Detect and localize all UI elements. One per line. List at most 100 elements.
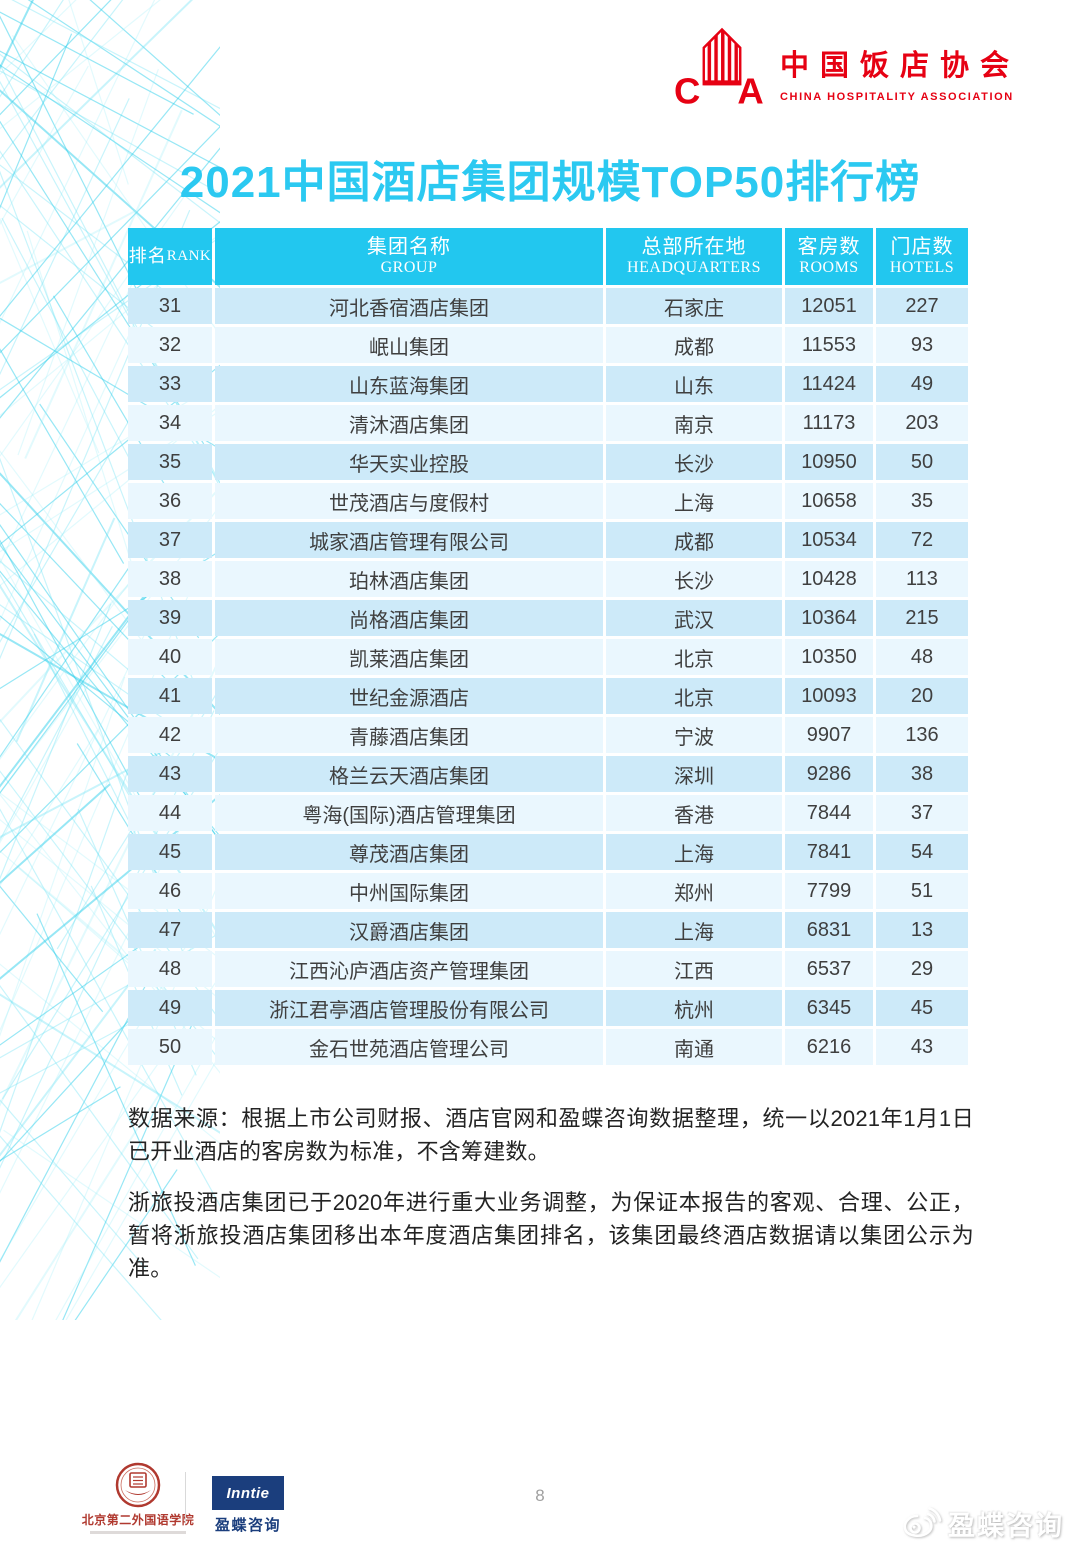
col-header-group-en: GROUP [380,258,438,276]
rooms-cell: 9286 [785,756,873,792]
page-number: 8 [535,1486,545,1505]
table-row: 41 世纪金源酒店 北京 10093 20 [128,678,968,714]
group-cell: 珀林酒店集团 [215,561,603,597]
rank-cell: 43 [128,756,212,792]
table-row: 38 珀林酒店集团 长沙 10428 113 [128,561,968,597]
col-header-group-zh: 集团名称 [367,235,451,258]
hq-cell: 香港 [606,795,782,831]
hq-cell: 上海 [606,483,782,519]
page-title: 2021中国酒店集团规模TOP50排行榜 [179,158,921,207]
col-header-headquarters-zh: 总部所在地 [641,235,747,258]
hq-cell: 上海 [606,912,782,948]
col-header-hotels: 门店数 HOTELS [876,228,968,285]
rank-cell: 45 [128,834,212,870]
rooms-cell: 10428 [785,561,873,597]
hq-cell: 北京 [606,678,782,714]
group-cell: 汉爵酒店集团 [215,912,603,948]
table-row: 46 中州国际集团 郑州 7799 51 [128,873,968,909]
table-row: 48 江西沁庐酒店资产管理集团 江西 6537 29 [128,951,968,987]
hotels-cell: 29 [876,951,968,987]
table-row: 44 粤海(国际)酒店管理集团 香港 7844 37 [128,795,968,831]
rank-cell: 36 [128,483,212,519]
hotels-cell: 48 [876,639,968,675]
rooms-cell: 9907 [785,717,873,753]
rank-cell: 33 [128,366,212,402]
hotels-cell: 20 [876,678,968,714]
table-row: 49 浙江君亭酒店管理股份有限公司 杭州 6345 45 [128,990,968,1026]
group-cell: 山东蓝海集团 [215,366,603,402]
hotels-cell: 49 [876,366,968,402]
university-caption-faint [90,1531,186,1534]
group-cell: 清沐酒店集团 [215,405,603,441]
rooms-cell: 10658 [785,483,873,519]
university-seal-icon [115,1462,161,1508]
group-cell: 粤海(国际)酒店管理集团 [215,795,603,831]
table-row: 31 河北香宿酒店集团 石家庄 12051 227 [128,288,968,324]
inntie-wordmark: Inntie [212,1476,284,1510]
hq-cell: 杭州 [606,990,782,1026]
table-body: 31 河北香宿酒店集团 石家庄 12051 227 32 岷山集团 成都 11553 93 33 山东… [128,288,968,1065]
rank-cell: 48 [128,951,212,987]
table-row: 33 山东蓝海集团 山东 11424 49 [128,366,968,402]
svg-text:C: C [674,70,700,108]
table-row: 43 格兰云天酒店集团 深圳 9286 38 [128,756,968,792]
hq-cell: 江西 [606,951,782,987]
hotels-cell: 13 [876,912,968,948]
table-row: 42 青藤酒店集团 宁波 9907 136 [128,717,968,753]
col-header-headquarters: 总部所在地 HEADQUARTERS [606,228,782,285]
group-cell: 岷山集团 [215,327,603,363]
hotels-cell: 72 [876,522,968,558]
footer-divider [185,1472,186,1524]
hq-cell: 南京 [606,405,782,441]
rank-cell: 32 [128,327,212,363]
rooms-cell: 6216 [785,1029,873,1065]
rank-cell: 50 [128,1029,212,1065]
group-cell: 青藤酒店集团 [215,717,603,753]
group-cell: 中州国际集团 [215,873,603,909]
group-cell: 世纪金源酒店 [215,678,603,714]
hq-cell: 长沙 [606,444,782,480]
cha-logo-text: 中国饭店协会 CHINA HOSPITALITY ASSOCIATION [780,28,1020,103]
group-cell: 格兰云天酒店集团 [215,756,603,792]
group-cell: 浙江君亭酒店管理股份有限公司 [215,990,603,1026]
group-cell: 河北香宿酒店集团 [215,288,603,324]
hotels-cell: 227 [876,288,968,324]
hotels-cell: 203 [876,405,968,441]
rank-cell: 41 [128,678,212,714]
group-cell: 世茂酒店与度假村 [215,483,603,519]
hq-cell: 郑州 [606,873,782,909]
group-cell: 江西沁庐酒店资产管理集团 [215,951,603,987]
rooms-cell: 7844 [785,795,873,831]
rooms-cell: 11173 [785,405,873,441]
table-row: 50 金石世苑酒店管理公司 南通 6216 43 [128,1029,968,1065]
hotels-cell: 50 [876,444,968,480]
hq-cell: 山东 [606,366,782,402]
table-row: 34 清沐酒店集团 南京 11173 203 [128,405,968,441]
rank-cell: 34 [128,405,212,441]
hotels-cell: 54 [876,834,968,870]
cha-logo: C A 中国饭店协会 CHINA HOSPITALITY ASSOCIATION [674,22,1020,108]
note-adjustment: 浙旅投酒店集团已于2020年进行重大业务调整，为保证本报告的客观、合理、公正，暂… [128,1190,974,1281]
group-cell: 凯莱酒店集团 [215,639,603,675]
inntie-logo: Inntie 盈蝶咨询 [212,1476,284,1535]
col-header-group: 集团名称 GROUP [215,228,603,285]
rooms-cell: 6537 [785,951,873,987]
rank-cell: 44 [128,795,212,831]
col-header-rank: 排名 RANK [128,228,212,285]
col-header-rooms-zh: 客房数 [797,235,861,258]
rooms-cell: 10950 [785,444,873,480]
university-name: 北京第二外国语学院 [81,1513,195,1527]
table-row: 45 尊茂酒店集团 上海 7841 54 [128,834,968,870]
hotels-cell: 136 [876,717,968,753]
rooms-cell: 10364 [785,600,873,636]
hq-cell: 上海 [606,834,782,870]
rank-cell: 37 [128,522,212,558]
university-logo: 北京第二外国语学院 [68,1462,208,1534]
hq-cell: 北京 [606,639,782,675]
col-header-rank-zh: 排名 [128,246,167,267]
rank-cell: 49 [128,990,212,1026]
hotels-cell: 38 [876,756,968,792]
hotels-cell: 215 [876,600,968,636]
cha-logo-zh: 中国饭店协会 [779,49,1020,82]
